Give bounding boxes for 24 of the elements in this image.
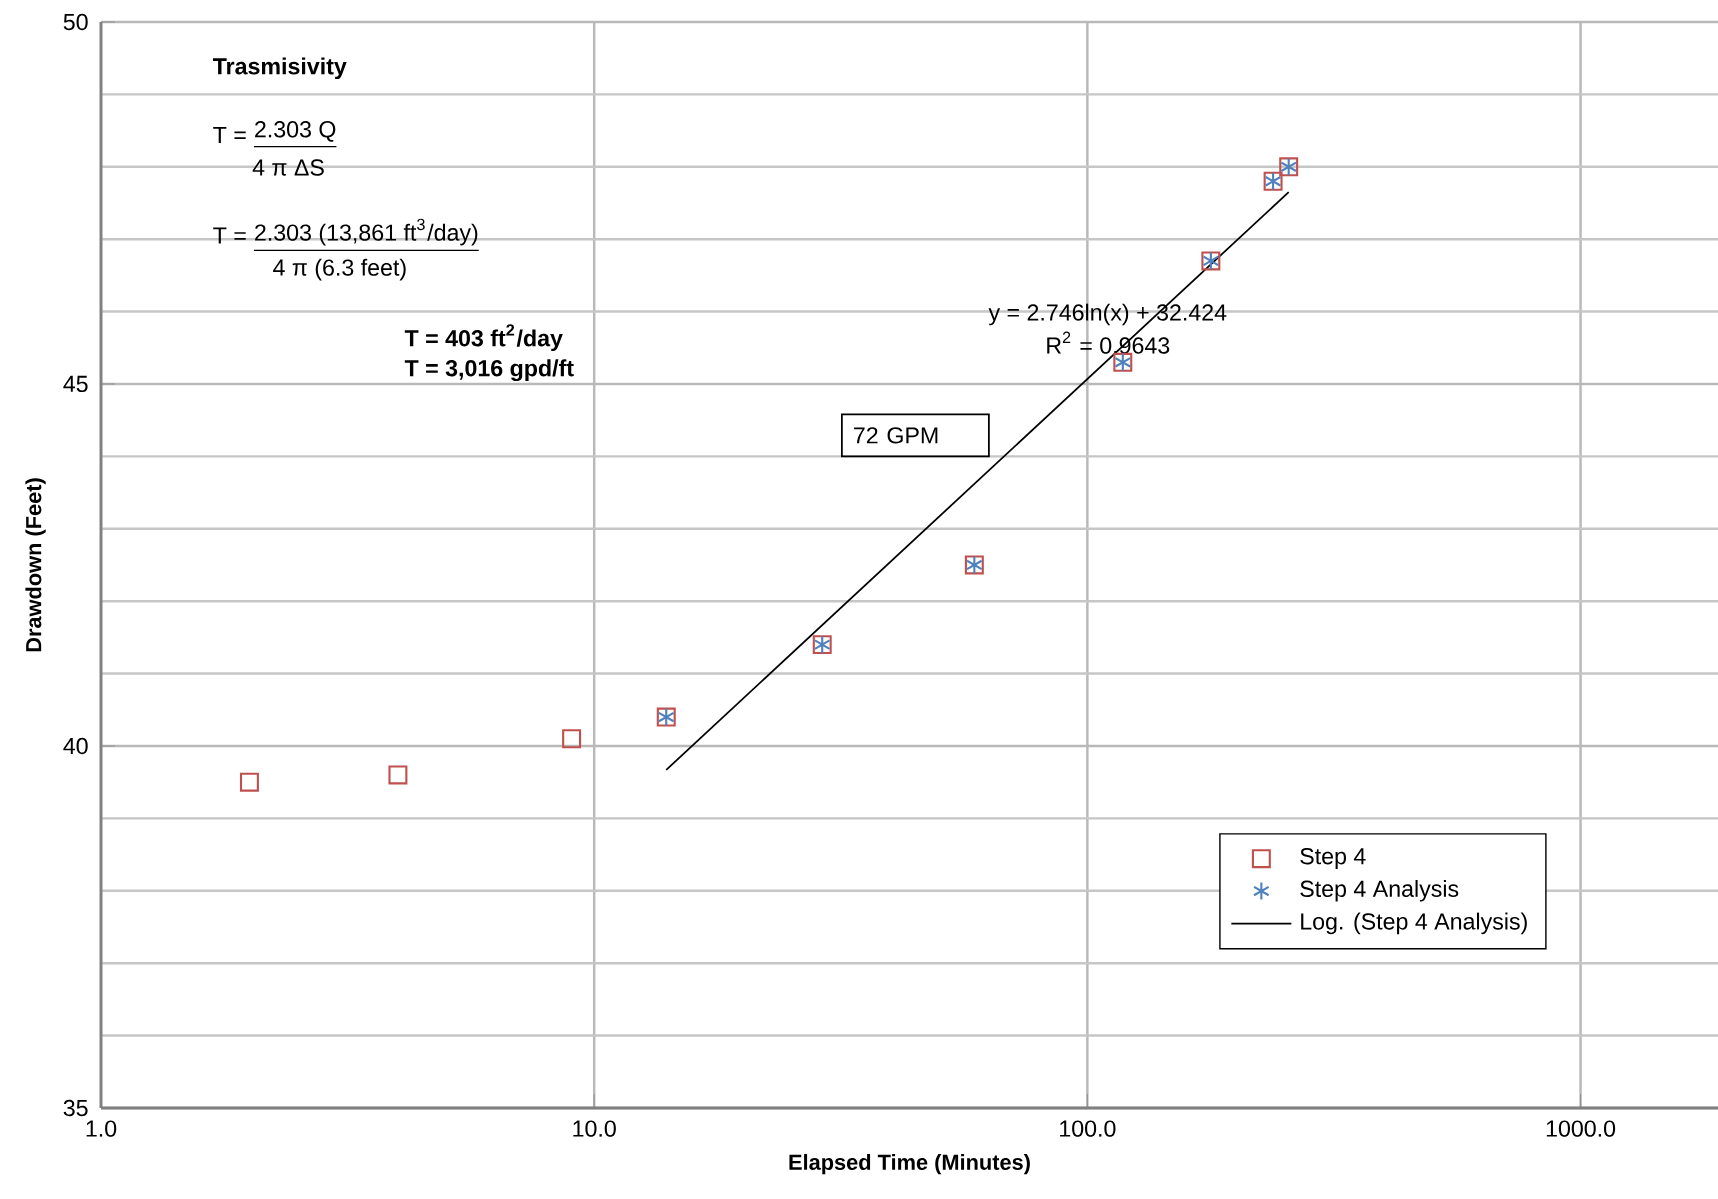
y-axis-title: Drawdown (Feet) [25,478,46,652]
legend-label: Log. (Step 4 Analysis) [1301,912,1527,935]
annotation: 4 π (6.3 feet) [273,258,406,281]
x-axis-title: Elapsed Time (Minutes) [789,1153,1030,1175]
annotation: 2.303 (13,861 ft$^{3}$/day) [255,218,478,246]
legend-label: Step 4 Analysis [1300,879,1459,902]
y-tick-label: 35 [63,1099,88,1117]
annotation: T = 403 ft$^{2}$/day [404,324,563,352]
x-tick-label: 1.0 [86,1120,117,1137]
y-tick-label: 50 [63,13,88,31]
x-tick-label: 1000.0 [1546,1120,1616,1137]
y-tick-label: 45 [63,375,88,393]
annotation: 4 π ΔS [252,159,324,176]
annotation: 2.303 Q [255,121,336,142]
annotation: y = 2.746ln(x) + 32.424 [988,303,1227,326]
x-tick-label: 10.0 [573,1120,616,1137]
annotation: Trasmisivity [212,57,347,80]
annotation: 72 GPM [854,427,938,444]
legend-label: Step 4 [1300,847,1366,869]
x-tick-label: 100.0 [1060,1120,1116,1137]
annotation: T = [213,126,246,143]
annotation: T = 3,016 gpd/ft [404,359,574,382]
y-tick-label: 40 [63,737,88,755]
annotation: T = [213,227,246,244]
